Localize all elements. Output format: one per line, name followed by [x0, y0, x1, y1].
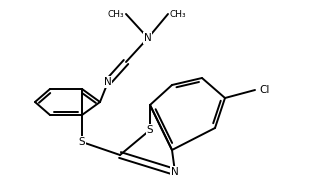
Text: S: S	[147, 125, 153, 135]
Text: Cl: Cl	[259, 85, 269, 95]
Text: N: N	[171, 167, 179, 177]
Text: CH₃: CH₃	[107, 10, 124, 19]
Text: CH₃: CH₃	[170, 10, 187, 19]
Text: N: N	[104, 77, 112, 87]
Text: S: S	[79, 137, 85, 147]
Text: N: N	[144, 33, 152, 43]
